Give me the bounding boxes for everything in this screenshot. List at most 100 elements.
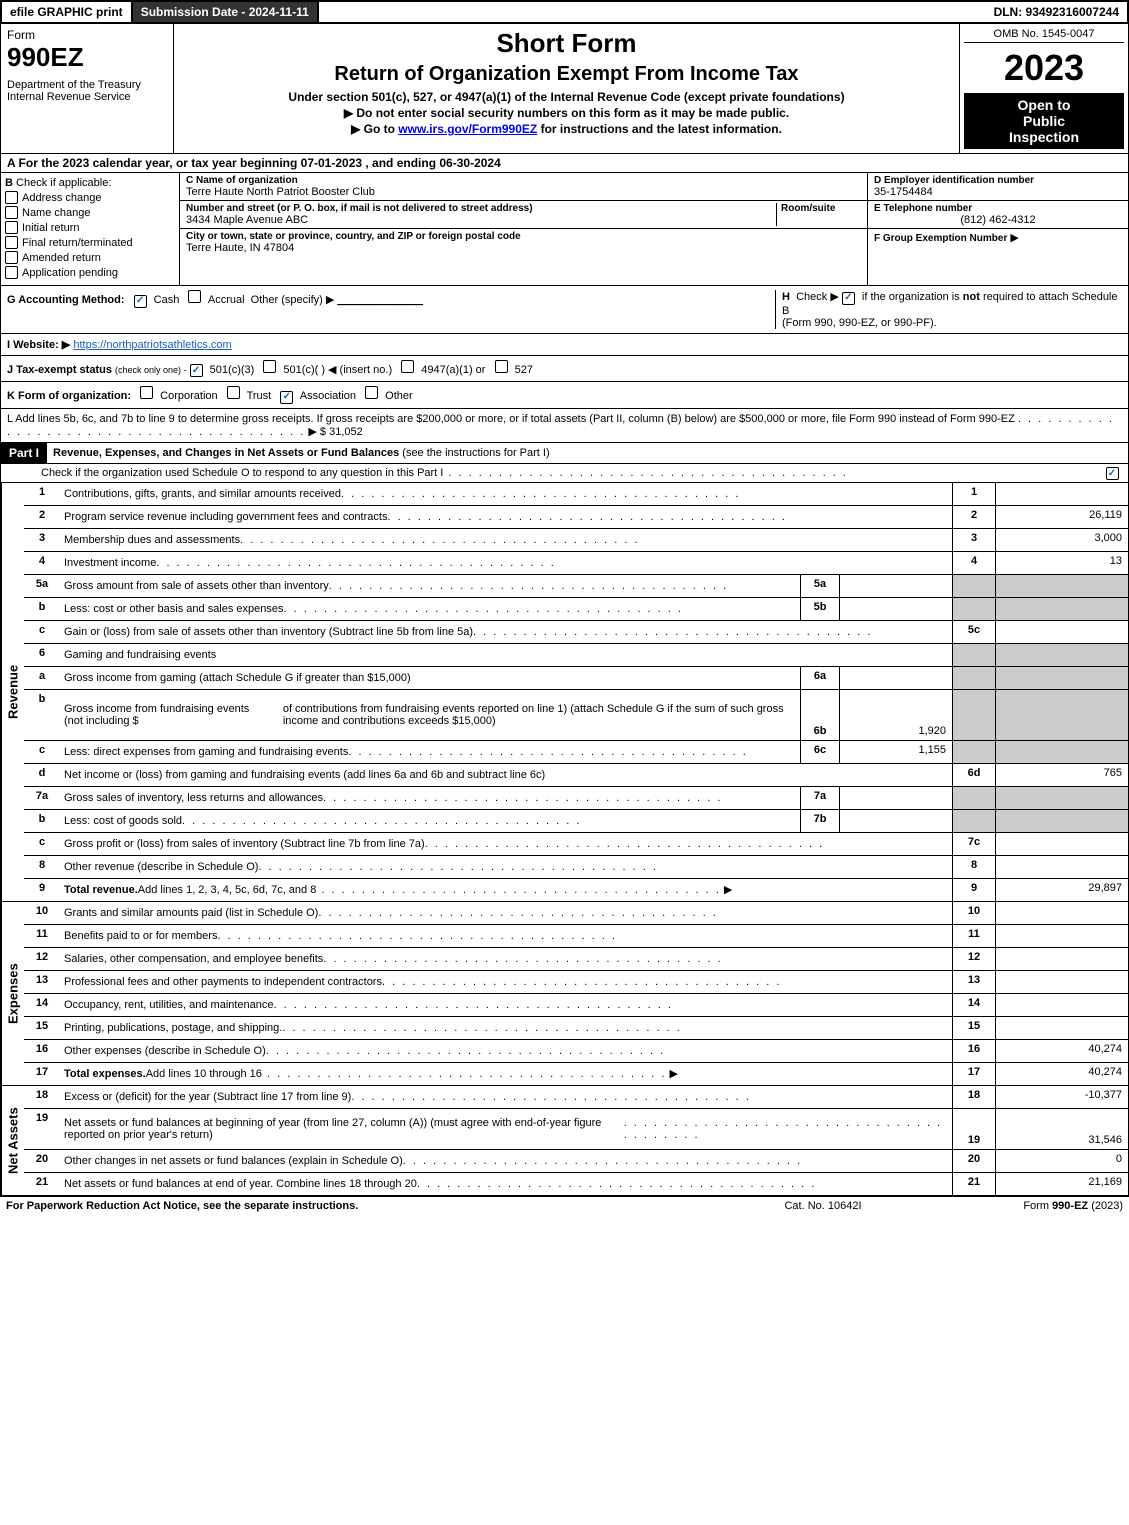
ev bbox=[995, 971, 1128, 993]
checkbox-icon bbox=[5, 221, 18, 234]
section-b: B Check if applicable: Address change Na… bbox=[1, 173, 180, 285]
ln: 20 bbox=[24, 1150, 60, 1172]
en: 20 bbox=[952, 1150, 995, 1172]
spacer bbox=[319, 2, 986, 22]
check-initial[interactable]: Initial return bbox=[5, 221, 175, 234]
section-k: K Form of organization: Corporation Trus… bbox=[0, 382, 1129, 409]
ln: 19 bbox=[24, 1109, 60, 1149]
ld: Professional fees and other payments to … bbox=[60, 971, 952, 993]
check-address[interactable]: Address change bbox=[5, 191, 175, 204]
checkbox-other-icon[interactable] bbox=[365, 386, 378, 399]
expenses-table: Expenses 10Grants and similar amounts pa… bbox=[0, 902, 1129, 1086]
ld: Excess or (deficit) for the year (Subtra… bbox=[60, 1086, 952, 1108]
check-name[interactable]: Name change bbox=[5, 206, 175, 219]
irs-link[interactable]: www.irs.gov/Form990EZ bbox=[398, 122, 537, 136]
checkbox-cash-icon[interactable] bbox=[134, 295, 147, 308]
checkbox-accrual-icon[interactable] bbox=[188, 290, 201, 303]
i-label: I Website: ▶ bbox=[7, 339, 70, 351]
checkbox-501c3-icon[interactable] bbox=[190, 364, 203, 377]
fr-bold: 990-EZ bbox=[1052, 1200, 1088, 1212]
ld: Total expenses. Add lines 10 through 16 … bbox=[60, 1063, 952, 1085]
ev bbox=[995, 667, 1128, 689]
checkbox-501c-icon[interactable] bbox=[263, 360, 276, 373]
mc: 5a bbox=[800, 575, 839, 597]
ev: 13 bbox=[995, 552, 1128, 574]
opt-initial: Initial return bbox=[22, 222, 79, 234]
en: 21 bbox=[952, 1173, 995, 1195]
mc: 6b bbox=[800, 690, 839, 740]
header-left: Form 990EZ Department of the Treasury In… bbox=[1, 24, 174, 153]
short-form-title: Short Form bbox=[178, 28, 955, 59]
checkbox-corp-icon[interactable] bbox=[140, 386, 153, 399]
ld: Grants and similar amounts paid (list in… bbox=[60, 902, 952, 924]
checkbox-trust-icon[interactable] bbox=[227, 386, 240, 399]
en bbox=[952, 810, 995, 832]
room-label: Room/suite bbox=[781, 203, 861, 214]
phone: (812) 462-4312 bbox=[874, 214, 1122, 226]
en: 4 bbox=[952, 552, 995, 574]
section-h: H Check ▶ if the organization is not req… bbox=[775, 290, 1122, 329]
ev bbox=[995, 483, 1128, 505]
ld: Net assets or fund balances at beginning… bbox=[60, 1109, 952, 1149]
checkbox-assoc-icon[interactable] bbox=[280, 391, 293, 404]
main-title: Return of Organization Exempt From Incom… bbox=[178, 63, 955, 86]
ln: 13 bbox=[24, 971, 60, 993]
ld: Membership dues and assessments bbox=[60, 529, 952, 551]
checkbox-h-icon[interactable] bbox=[842, 292, 855, 305]
j-sub: (check only one) - bbox=[115, 365, 187, 375]
en: 10 bbox=[952, 902, 995, 924]
ld: Net assets or fund balances at end of ye… bbox=[60, 1173, 952, 1195]
check-final[interactable]: Final return/terminated bbox=[5, 236, 175, 249]
ld: Gross income from fundraising events (no… bbox=[60, 690, 800, 740]
ev bbox=[995, 994, 1128, 1016]
ld: Gross sales of inventory, less returns a… bbox=[60, 787, 800, 809]
open-2: Public bbox=[968, 113, 1120, 129]
website-link[interactable]: https://northpatriotsathletics.com bbox=[73, 339, 231, 351]
check-pending[interactable]: Application pending bbox=[5, 266, 175, 279]
section-i: I Website: ▶ https://northpatriotsathlet… bbox=[0, 334, 1129, 356]
revenue-table: Revenue 1Contributions, gifts, grants, a… bbox=[0, 483, 1129, 902]
l17-b: Total expenses. bbox=[64, 1068, 146, 1080]
l-amount: $ 31,052 bbox=[320, 426, 363, 438]
ev bbox=[995, 1017, 1128, 1039]
checkbox-4947-icon[interactable] bbox=[401, 360, 414, 373]
footer-left: For Paperwork Reduction Act Notice, see … bbox=[6, 1200, 723, 1212]
en: 9 bbox=[952, 879, 995, 901]
sub3-pre: ▶ Go to bbox=[351, 122, 398, 136]
ev: 21,169 bbox=[995, 1173, 1128, 1195]
ln: 3 bbox=[24, 529, 60, 551]
ld: Other expenses (describe in Schedule O) bbox=[60, 1040, 952, 1062]
ev bbox=[995, 833, 1128, 855]
ln: 17 bbox=[24, 1063, 60, 1085]
ein-row: D Employer identification number 35-1754… bbox=[868, 173, 1128, 201]
section-j: J Tax-exempt status (check only one) - 5… bbox=[0, 356, 1129, 383]
ev bbox=[995, 902, 1128, 924]
en: 3 bbox=[952, 529, 995, 551]
ld: Contributions, gifts, grants, and simila… bbox=[60, 483, 952, 505]
checkbox-icon bbox=[5, 251, 18, 264]
mv bbox=[839, 575, 952, 597]
city-label: City or town, state or province, country… bbox=[186, 231, 861, 242]
p1-sub: (see the instructions for Part I) bbox=[402, 447, 549, 459]
ld: Gaming and fundraising events bbox=[60, 644, 952, 666]
checkbox-527-icon[interactable] bbox=[495, 360, 508, 373]
h-text4: (Form 990, 990-EZ, or 990-PF). bbox=[782, 317, 937, 329]
ein-label: D Employer identification number bbox=[874, 175, 1122, 186]
section-c: C Name of organization Terre Haute North… bbox=[180, 173, 868, 285]
h-text2: if the organization is bbox=[862, 291, 963, 303]
part-1-label: Part I bbox=[1, 443, 47, 463]
mv bbox=[839, 667, 952, 689]
check-amended[interactable]: Amended return bbox=[5, 251, 175, 264]
ld: Net income or (loss) from gaming and fun… bbox=[60, 764, 952, 786]
en bbox=[952, 690, 995, 740]
opt-amended: Amended return bbox=[22, 252, 101, 264]
ld: Gain or (loss) from sale of assets other… bbox=[60, 621, 952, 643]
ld: Gross amount from sale of assets other t… bbox=[60, 575, 800, 597]
checkbox-schedule-o-icon[interactable] bbox=[1106, 467, 1119, 480]
revenue-lines: 1Contributions, gifts, grants, and simil… bbox=[24, 483, 1128, 901]
opt-address: Address change bbox=[22, 192, 102, 204]
j-527: 527 bbox=[515, 364, 533, 376]
open-3: Inspection bbox=[968, 129, 1120, 145]
subtitle-3: ▶ Go to www.irs.gov/Form990EZ for instru… bbox=[178, 122, 955, 136]
ev bbox=[995, 810, 1128, 832]
